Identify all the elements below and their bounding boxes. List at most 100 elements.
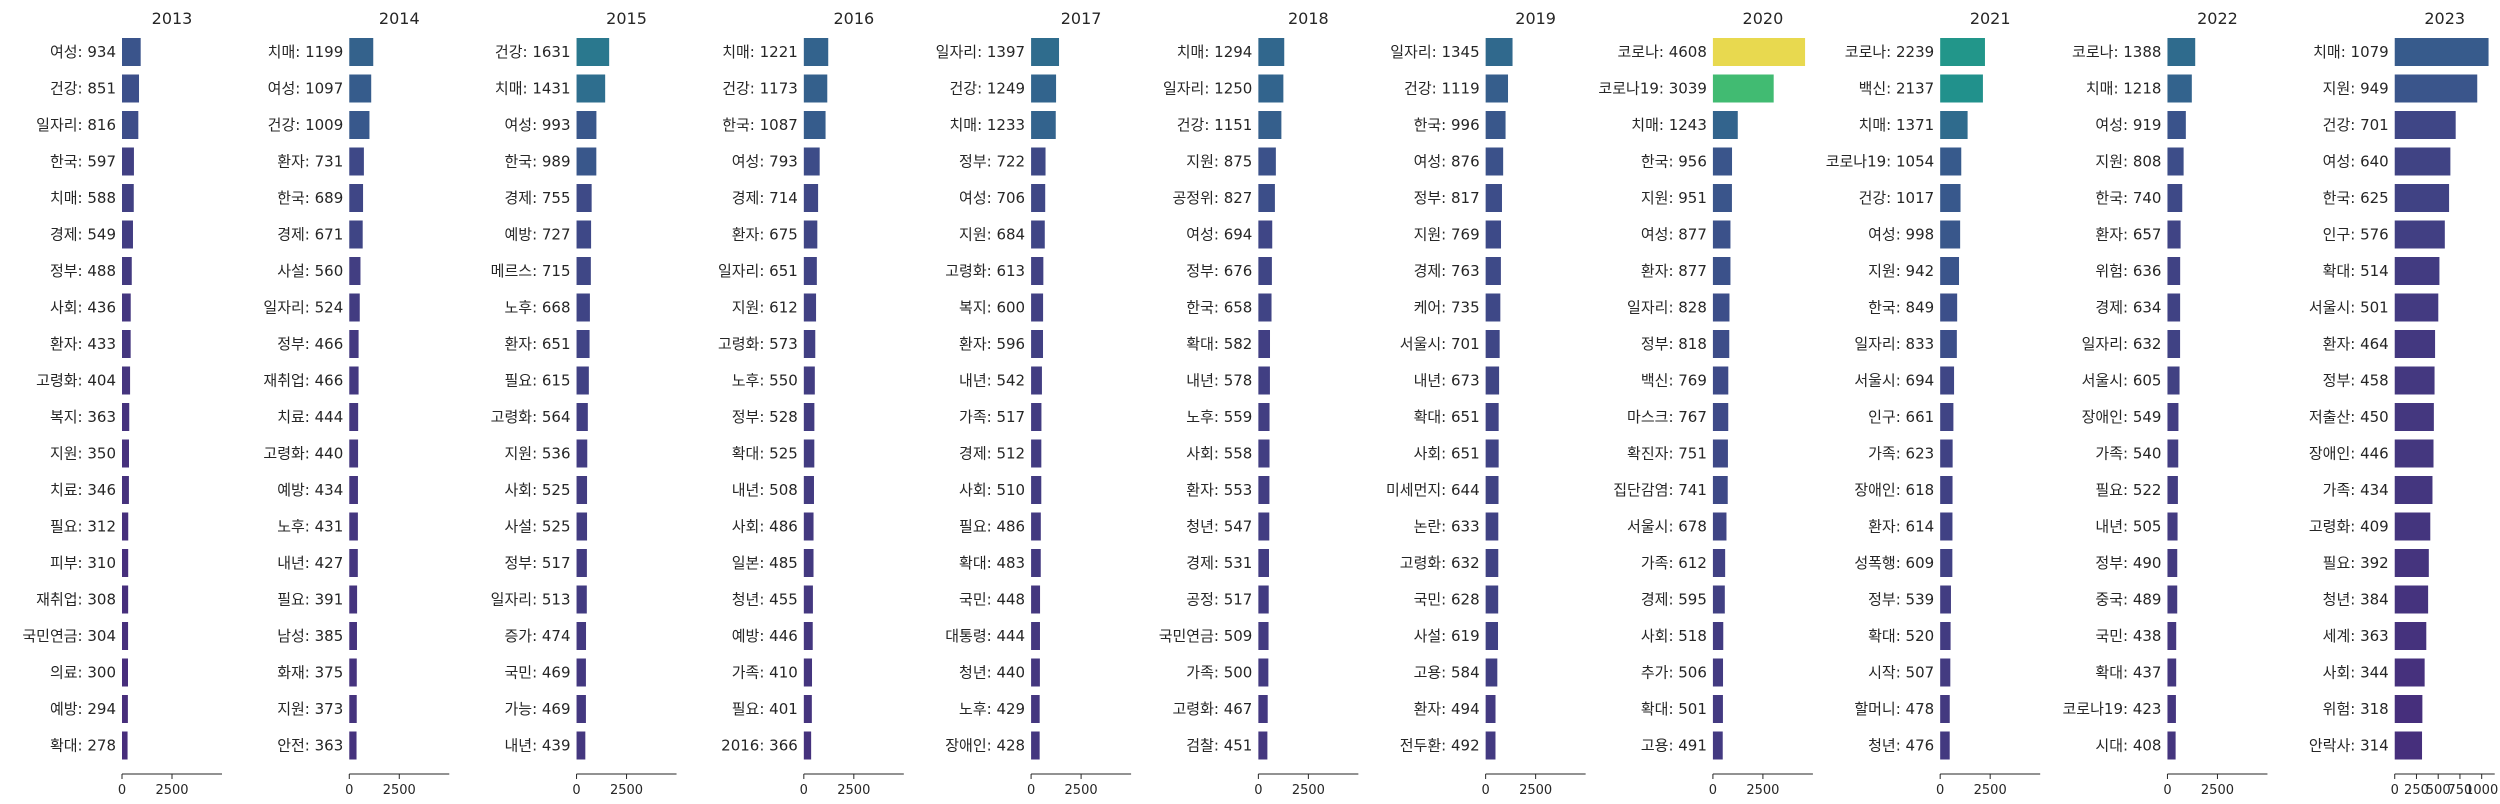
bar-label: 치료: 346 — [50, 481, 116, 499]
bar-label: 코로나19: 3039 — [1598, 80, 1706, 98]
bar — [2167, 111, 2186, 139]
panel-title: 2022 — [2197, 9, 2238, 28]
bar — [1712, 330, 1730, 358]
bar — [1031, 147, 1046, 176]
x-tick-label: 2500 — [1746, 783, 1779, 798]
x-tick-label: 2500 — [837, 783, 870, 798]
bar — [576, 111, 597, 139]
bar-label: 확진자: 751 — [1627, 445, 1707, 463]
bar-label: 치매: 588 — [50, 189, 116, 207]
bar-label: 인구: 661 — [1868, 408, 1934, 426]
bar-label: 치매: 1233 — [949, 116, 1025, 134]
x-tick-label: 0 — [572, 783, 580, 798]
bar-label: 위험: 318 — [2323, 700, 2389, 718]
chart-panel-2020: 2020 코로나: 4608 코로나19: 3039 치매: 1243 한국: 956 지… — [1598, 9, 1813, 798]
bar — [349, 439, 359, 468]
bar-label: 재취업: 466 — [263, 372, 343, 390]
bar — [1258, 439, 1270, 468]
bar — [2394, 622, 2427, 650]
x-tick-label: 2500 — [610, 783, 643, 798]
bar-label: 지원: 350 — [50, 445, 116, 463]
bar-label: 코로나19: 423 — [2063, 700, 2162, 718]
bar-label: 여성: 876 — [1414, 153, 1480, 171]
bar-label: 정부: 517 — [504, 554, 570, 572]
bar — [122, 512, 129, 541]
bar — [2167, 366, 2180, 395]
bar — [1031, 74, 1057, 103]
bar — [349, 585, 358, 614]
bar — [2167, 622, 2177, 650]
bar-label: 청년: 476 — [1868, 737, 1934, 755]
bar-label: 가족: 623 — [1868, 445, 1934, 463]
bar-label: 사회: 525 — [504, 481, 570, 499]
bar-label: 확대: 520 — [1868, 627, 1934, 645]
bar — [1940, 476, 1953, 504]
bar — [1712, 731, 1723, 760]
bar-label: 경제: 634 — [2095, 299, 2161, 317]
bar-label: 치매: 1218 — [2086, 80, 2162, 98]
bar — [1485, 147, 1504, 176]
chart-panel-2021: 2021 코로나: 2239 백신: 2137 치매: 1371 코로나19: 1054… — [1826, 9, 2041, 798]
x-tick-label: 0 — [1027, 783, 1035, 798]
bar — [122, 257, 132, 285]
bar — [2167, 585, 2178, 614]
bar-label: 세계: 363 — [2323, 627, 2389, 645]
bar — [576, 257, 591, 285]
panel-title: 2019 — [1515, 9, 1556, 28]
bar-label: 고령화: 613 — [945, 262, 1025, 280]
bar — [349, 257, 361, 285]
bar-label: 장애인: 549 — [2082, 408, 2162, 426]
bar — [803, 658, 813, 687]
bar-label: 내년: 542 — [959, 372, 1025, 390]
bar — [576, 38, 610, 66]
bar — [122, 476, 129, 504]
bar-label: 치매: 1199 — [268, 43, 344, 61]
bar-label: 한국: 689 — [277, 189, 343, 207]
bar-label: 정부: 458 — [2323, 372, 2389, 390]
chart-panel-2013: 2013 여성: 934 건강: 851 일자리: 816 한국: 597 치매: 588… — [22, 9, 222, 798]
bar — [803, 293, 817, 322]
bar — [803, 257, 817, 285]
bar — [1031, 293, 1044, 322]
bar — [1940, 330, 1957, 358]
bar-label: 지원: 949 — [2323, 80, 2389, 98]
bar-label: 사회: 651 — [1414, 445, 1480, 463]
bar-label: 확대: 483 — [959, 554, 1025, 572]
bar — [2167, 439, 2179, 468]
bar-label: 사회: 558 — [1186, 445, 1252, 463]
bar — [1485, 74, 1509, 103]
bar — [1940, 695, 1950, 723]
bar-label: 내년: 439 — [504, 737, 570, 755]
chart-panel-2016: 2016 치매: 1221 건강: 1173 한국: 1087 여성: 793 경제: 7… — [718, 9, 904, 798]
bar-label: 일자리: 816 — [36, 116, 116, 134]
bar-label: 백신: 2137 — [1859, 80, 1935, 98]
bar-label: 일자리: 632 — [2082, 335, 2162, 353]
bar-label: 경제: 763 — [1414, 262, 1480, 280]
bar — [1258, 257, 1272, 285]
bar-label: 코로나: 1388 — [2072, 43, 2161, 61]
bar-label: 인구: 576 — [2323, 226, 2389, 244]
bar-label: 경제: 512 — [959, 445, 1025, 463]
bar-label: 사설: 525 — [504, 518, 570, 536]
bar — [2167, 549, 2178, 577]
bar — [803, 695, 812, 723]
bar-label: 정부: 539 — [1868, 591, 1934, 609]
bar — [1712, 476, 1728, 504]
bar — [349, 622, 357, 650]
bar — [1940, 658, 1951, 687]
bar — [1940, 184, 1961, 212]
bar-label: 가족: 410 — [732, 664, 798, 682]
bar-label: 지원: 951 — [1641, 189, 1707, 207]
bar — [1712, 549, 1726, 577]
bar-label: 예방: 434 — [277, 481, 343, 499]
bar — [803, 403, 815, 431]
bar-label: 정부: 488 — [50, 262, 116, 280]
bar — [576, 293, 590, 322]
bar-label: 복지: 363 — [50, 408, 116, 426]
bar — [1031, 585, 1041, 614]
bar — [1258, 330, 1271, 358]
bar — [576, 220, 592, 249]
bar — [803, 366, 815, 395]
bar-label: 화재: 375 — [277, 664, 343, 682]
